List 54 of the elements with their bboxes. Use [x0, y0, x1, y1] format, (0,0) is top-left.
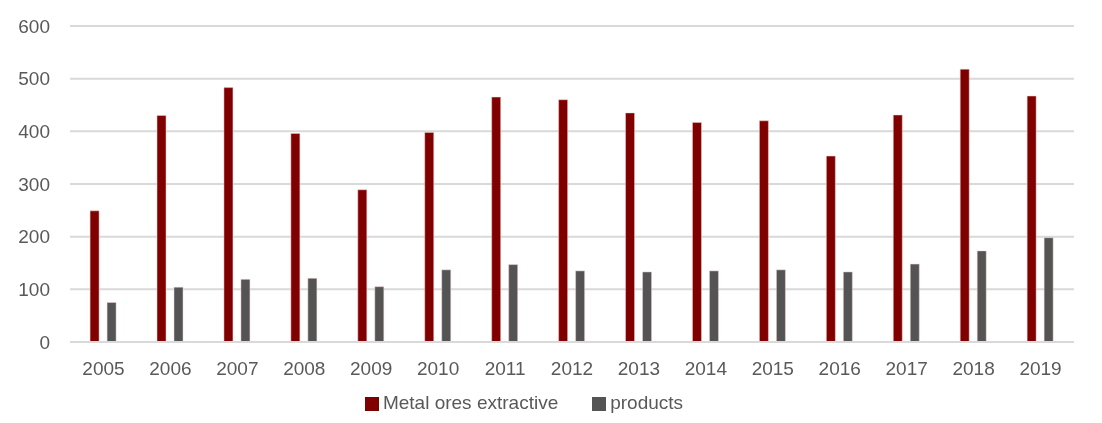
- bar: [290, 133, 301, 342]
- bar: [692, 122, 702, 342]
- bar: [374, 286, 385, 342]
- bar: [491, 96, 501, 342]
- x-tick-label: 2009: [350, 358, 393, 380]
- bar: [642, 271, 652, 342]
- x-tick-label: 2017: [885, 358, 928, 380]
- x-tick-label: 2014: [684, 358, 728, 380]
- bar: [826, 155, 836, 342]
- bar: [893, 114, 903, 342]
- bar: [558, 99, 568, 342]
- x-tick-label: 2013: [617, 358, 661, 380]
- x-tick-label: 2015: [751, 358, 794, 380]
- bar: [508, 264, 518, 342]
- bar: [173, 286, 184, 342]
- bar: [156, 115, 167, 342]
- y-tick-label: 200: [18, 226, 50, 248]
- bar: [976, 250, 987, 342]
- y-tick-label: 0: [39, 331, 50, 353]
- bar: [575, 270, 585, 342]
- y-tick-label: 500: [18, 68, 50, 90]
- bar: [709, 270, 719, 342]
- x-tick-label: 2010: [416, 358, 460, 380]
- x-tick-label: 2012: [550, 358, 594, 380]
- legend-label: Metal ores extractive: [382, 392, 559, 413]
- y-tick-label: 300: [18, 173, 50, 195]
- x-tick-label: 2006: [149, 358, 192, 380]
- bar: [1043, 237, 1054, 342]
- y-tick-label: 600: [18, 15, 50, 37]
- x-tick-label: 2016: [818, 358, 861, 380]
- bar: [625, 112, 635, 342]
- y-tick-label: 100: [18, 279, 50, 301]
- bar: [843, 271, 853, 342]
- bar: [1026, 95, 1037, 342]
- bar: [357, 189, 368, 342]
- bar: [89, 210, 100, 342]
- bar: [424, 132, 434, 342]
- y-tick-label: 400: [18, 121, 50, 143]
- x-tick-label: 2019: [1019, 358, 1062, 380]
- bar: [106, 302, 117, 342]
- bar: [759, 120, 769, 342]
- x-tick-label: 2007: [216, 358, 259, 380]
- x-tick-label: 2008: [283, 358, 326, 380]
- x-tick-label: 2018: [952, 358, 995, 380]
- bar: [776, 269, 786, 342]
- x-tick-label: 2011: [484, 358, 526, 380]
- bar: [223, 87, 234, 342]
- bar: [441, 269, 451, 342]
- legend-label: products: [610, 392, 684, 413]
- bar: [910, 263, 920, 342]
- x-tick-label: 2005: [82, 358, 125, 380]
- bar: [307, 278, 318, 342]
- bar: [959, 68, 970, 342]
- bar: [240, 279, 251, 342]
